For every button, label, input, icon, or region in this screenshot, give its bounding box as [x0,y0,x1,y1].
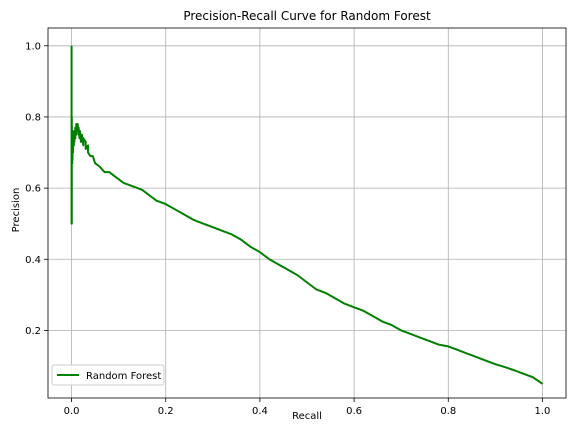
x-tick-label: 0.8 [440,406,456,417]
chart-title: Precision-Recall Curve for Random Forest [183,9,431,23]
y-axis-label: Precision [11,188,22,233]
y-tick-label: 0.4 [25,255,41,266]
series-line-random-forest [70,45,544,385]
grid-layer [48,28,566,398]
legend-label-random-forest: Random Forest [86,371,161,382]
y-tick-label: 0.6 [25,184,41,195]
axes-layer: 0.0 0.2 0.4 0.6 0.8 1.0 0.2 0.4 0.6 0.8 1.0 [25,27,567,417]
series-layer [70,45,544,385]
y-tick-label: 1.0 [25,41,41,52]
x-axis-label: Recall [292,411,322,422]
y-tick-label: 0.8 [25,112,41,123]
x-tick-label: 1.0 [535,406,551,417]
x-tick-label: 0.4 [252,406,268,417]
y-tick-label: 0.2 [25,326,41,337]
plot-frame [47,27,567,399]
legend-box [51,364,165,386]
x-tick-label: 0.6 [346,406,362,417]
chart-legend: Random Forest [51,364,165,386]
x-tick-label: 0.0 [64,406,80,417]
x-tick-label: 0.2 [158,406,174,417]
